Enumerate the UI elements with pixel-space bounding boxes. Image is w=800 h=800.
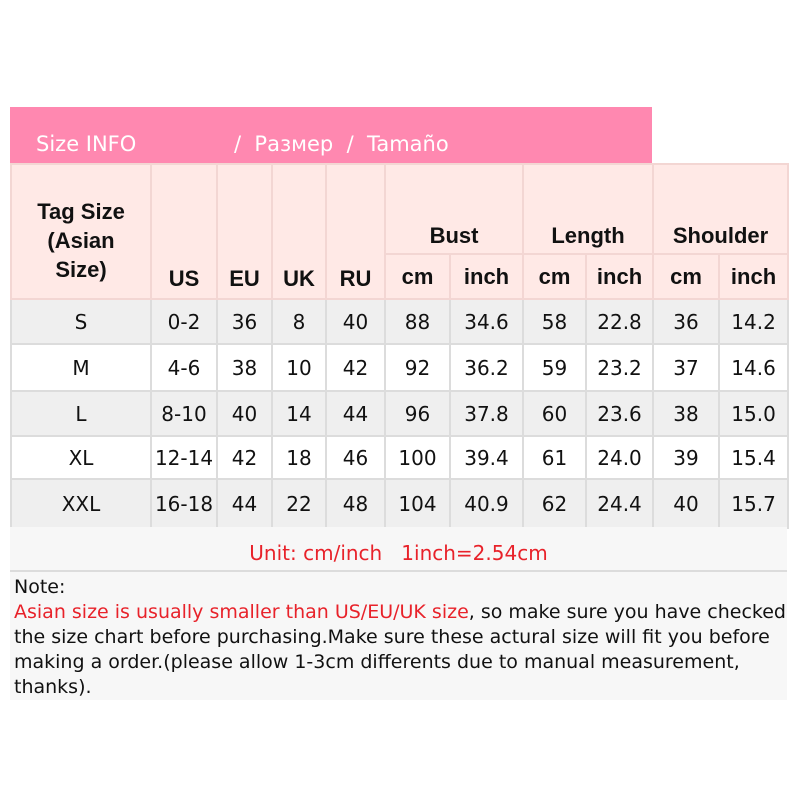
header-ru: RU bbox=[325, 163, 386, 300]
header-bust: Bust bbox=[383, 163, 525, 255]
table-cell: 15.0 bbox=[718, 390, 790, 437]
table-cell: 44 bbox=[216, 478, 273, 529]
header-bust-cm: cm bbox=[384, 253, 451, 300]
table-cell: 40 bbox=[216, 390, 273, 437]
table-cell: 23.6 bbox=[585, 390, 655, 437]
note-label: Note: bbox=[14, 576, 66, 598]
table-cell: 62 bbox=[522, 478, 588, 529]
table-cell: 44 bbox=[325, 390, 386, 437]
note-section: Note: Asian size is usually smaller than… bbox=[10, 572, 787, 700]
table-cell: 39 bbox=[652, 435, 721, 480]
table-cell: XXL bbox=[10, 478, 152, 529]
table-cell: 40 bbox=[325, 298, 386, 345]
table-cell: 4-6 bbox=[150, 343, 218, 392]
table-cell: 18 bbox=[271, 435, 327, 480]
table-cell: M bbox=[10, 343, 152, 392]
table-cell: 48 bbox=[325, 478, 386, 529]
table-cell: 24.0 bbox=[585, 435, 655, 480]
table-cell: 14 bbox=[271, 390, 327, 437]
table-cell: 96 bbox=[384, 390, 451, 437]
table-cell: 60 bbox=[522, 390, 588, 437]
header-shoulder-cm: cm bbox=[652, 253, 721, 300]
table-cell: 36.2 bbox=[448, 343, 525, 392]
note-highlight: Asian size is usually smaller than US/EU… bbox=[14, 601, 469, 623]
header-length-cm: cm bbox=[522, 253, 588, 300]
header-shoulder-inch: inch bbox=[718, 253, 790, 300]
title-size-info: Size INFO bbox=[36, 132, 137, 156]
table-cell: 24.4 bbox=[585, 478, 655, 529]
header-us: US bbox=[150, 163, 218, 300]
table-cell: 36 bbox=[652, 298, 721, 345]
size-chart-table: Tag Size (Asian Size) US EU UK RU Bust L… bbox=[10, 163, 790, 529]
table-cell: 40 bbox=[652, 478, 721, 529]
header-bust-inch: inch bbox=[448, 253, 525, 300]
table-cell: 16-18 bbox=[150, 478, 218, 529]
table-row: L 8-10 40 14 44 96 37.8 60 23.6 38 15.0 bbox=[10, 390, 790, 437]
table-cell: 39.4 bbox=[448, 435, 525, 480]
title-translations: / Размер / Tamaño bbox=[234, 132, 449, 156]
table-cell: 61 bbox=[522, 435, 588, 480]
table-cell: 10 bbox=[271, 343, 327, 392]
note-text: , so make sure you have checked the size… bbox=[14, 601, 786, 698]
header-shoulder: Shoulder bbox=[652, 163, 790, 255]
header-tag-size: Tag Size (Asian Size) bbox=[10, 163, 152, 300]
table-cell: 22.8 bbox=[585, 298, 655, 345]
table-cell: 36 bbox=[216, 298, 273, 345]
header-eu: EU bbox=[216, 163, 273, 300]
table-cell: 14.6 bbox=[718, 343, 790, 392]
table-row: XL 12-14 42 18 46 100 39.4 61 24.0 39 15.4 bbox=[10, 435, 790, 480]
table-cell: 42 bbox=[216, 435, 273, 480]
table-cell: 104 bbox=[384, 478, 451, 529]
table-cell: 37.8 bbox=[448, 390, 525, 437]
table-cell: 8-10 bbox=[150, 390, 218, 437]
table-cell: 37 bbox=[652, 343, 721, 392]
size-info-title-bar: Size INFO / Размер / Tamaño bbox=[10, 107, 652, 163]
table-cell: 0-2 bbox=[150, 298, 218, 345]
table-cell: XL bbox=[10, 435, 152, 480]
table-cell: 8 bbox=[271, 298, 327, 345]
table-cell: 59 bbox=[522, 343, 588, 392]
table-cell: 88 bbox=[384, 298, 451, 345]
table-cell: 40.9 bbox=[448, 478, 525, 529]
table-cell: 46 bbox=[325, 435, 386, 480]
table-cell: 15.7 bbox=[718, 478, 790, 529]
table-cell: 42 bbox=[325, 343, 386, 392]
table-cell: 15.4 bbox=[718, 435, 790, 480]
table-cell: L bbox=[10, 390, 152, 437]
table-cell: 38 bbox=[652, 390, 721, 437]
table-cell: 92 bbox=[384, 343, 451, 392]
table-cell: 12-14 bbox=[150, 435, 218, 480]
table-cell: 14.2 bbox=[718, 298, 790, 345]
table-cell: 23.2 bbox=[585, 343, 655, 392]
table-cell: 34.6 bbox=[448, 298, 525, 345]
table-row: XXL 16-18 44 22 48 104 40.9 62 24.4 40 15.7 bbox=[10, 478, 790, 529]
header-uk: UK bbox=[271, 163, 327, 300]
header-length: Length bbox=[522, 163, 655, 255]
table-row: S 0-2 36 8 40 88 34.6 58 22.8 36 14.2 bbox=[10, 298, 790, 345]
table-row: M 4-6 38 10 42 92 36.2 59 23.2 37 14.6 bbox=[10, 343, 790, 392]
table-cell: S bbox=[10, 298, 152, 345]
table-cell: 100 bbox=[384, 435, 451, 480]
unit-note: Unit: cm/inch 1inch=2.54cm bbox=[10, 527, 787, 572]
header-length-inch: inch bbox=[585, 253, 655, 300]
table-cell: 22 bbox=[271, 478, 327, 529]
table-cell: 58 bbox=[522, 298, 588, 345]
table-cell: 38 bbox=[216, 343, 273, 392]
